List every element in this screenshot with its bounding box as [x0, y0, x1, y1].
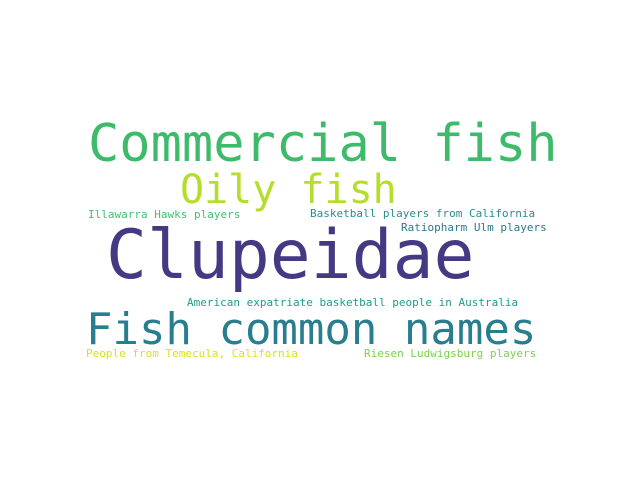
word-clupeidae: Clupeidae — [106, 216, 475, 295]
word-fish-common-names: Fish common names — [86, 304, 537, 355]
word-ratiopharm-ulm-players: Ratiopharm Ulm players — [401, 221, 547, 234]
word-riesen-ludwigsburg-players: Riesen Ludwigsburg players — [364, 347, 537, 360]
word-people-from-temecula: People from Temecula, California — [86, 347, 298, 360]
word-illawarra-hawks-players: Illawarra Hawks players — [88, 208, 241, 221]
word-commercial-fish: Commercial fish — [88, 114, 558, 174]
word-basketball-players-california: Basketball players from California — [310, 207, 536, 220]
word-american-expatriate-basketball: American expatriate basketball people in… — [187, 296, 519, 309]
word-oily-fish: Oily fish — [180, 167, 397, 213]
